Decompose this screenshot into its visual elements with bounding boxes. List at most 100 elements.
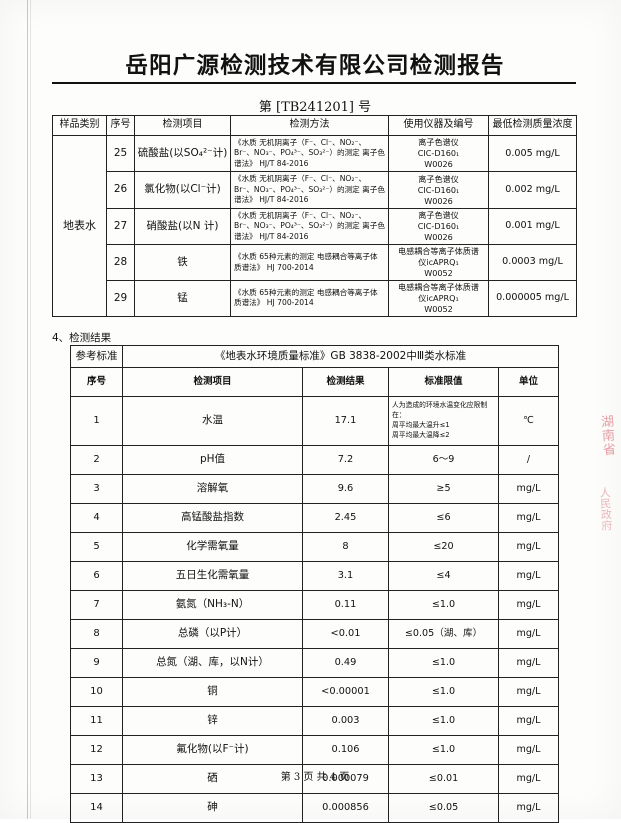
cell-no: 1: [70, 396, 123, 446]
cell-method: 《水质 无机阴离子（F⁻、Cl⁻、NO₂⁻、Br⁻、NO₃⁻、PO₄³⁻、SO₃…: [230, 207, 389, 246]
cell-unit: ℃: [497, 396, 560, 446]
cell-limit: 0.000005 mg/L: [488, 279, 577, 317]
cell-no: 6: [70, 561, 123, 591]
column-header-sample-type: 样品类别: [52, 115, 107, 136]
title-divider: [52, 82, 576, 84]
page-binding-edge: [27, 0, 28, 819]
cell-result: 0.106: [302, 735, 389, 765]
cell-no: 7: [70, 590, 123, 620]
table-row: 13 硒 0.000079 ≤0.01 mg/L: [70, 764, 560, 794]
cell-item: 氨氮（NH₃-N）: [122, 590, 303, 620]
cell-no: 14: [70, 793, 123, 823]
cell-item: 五日生化需氧量: [122, 561, 303, 591]
column-header-item: 检测项目: [134, 115, 231, 136]
page-binding-edge-secondary: [30, 0, 31, 819]
cell-reference-standard-value: 《地表水环境质量标准》GB 3838-2002中Ⅲ类水标准: [121, 345, 560, 368]
section-label-results: 4、检测结果: [52, 332, 112, 344]
cell-result: 17.1: [302, 396, 389, 446]
cell-standard-limit: ≤0.05: [388, 793, 499, 823]
cell-unit: mg/L: [497, 764, 560, 794]
cell-limit: 0.005 mg/L: [488, 134, 577, 173]
table-row: 29 锰 《水质 65种元素的测定 电感耦合等离子体质谱法》 HJ 700-20…: [53, 279, 577, 317]
cell-item: pH值: [122, 445, 303, 475]
cell-no: 2: [70, 445, 123, 475]
cell-standard-limit: ≤0.05（湖、库）: [388, 619, 499, 649]
cell-no: 11: [70, 706, 123, 736]
cell-unit: mg/L: [497, 735, 560, 765]
table-row: 6 五日生化需氧量 3.1 ≤4 mg/L: [70, 561, 560, 591]
cell-method: 《水质 65种元素的测定 电感耦合等离子体质谱法》 HJ 700-2014: [230, 279, 389, 317]
cell-item: 砷: [122, 793, 303, 823]
cell-limit: 0.0003 mg/L: [488, 244, 577, 281]
cell-method: 《水质 无机阴离子（F⁻、Cl⁻、NO₂⁻、Br⁻、NO₃⁻、PO₄³⁻、SO₃…: [230, 171, 389, 209]
cell-standard-limit: ≥5: [388, 474, 499, 504]
cell-unit: mg/L: [497, 503, 560, 533]
table-row: 5 化学需氧量 8 ≤20 mg/L: [70, 532, 560, 562]
table-row: 9 总氮（湖、库，以N计） 0.49 ≤1.0 mg/L: [70, 648, 560, 678]
table-row: 4 高锰酸盐指数 2.45 ≤6 mg/L: [70, 503, 560, 533]
cell-item: 高锰酸盐指数: [122, 503, 303, 533]
cell-item: 总氮（湖、库，以N计）: [122, 648, 303, 678]
table-row: 地表水 25 硫酸盐(以SO₄²⁻计) 《水质 无机阴离子（F⁻、Cl⁻、NO₂…: [52, 134, 577, 317]
cell-unit: mg/L: [497, 474, 560, 504]
cell-instrument: 电感耦合等离子体质谱 仪icAPRQ₁ W0052: [388, 279, 489, 317]
cell-item: 溶解氧: [122, 474, 303, 504]
cell-standard-limit: ≤1.0: [388, 648, 499, 678]
cell-limit: 0.001 mg/L: [488, 207, 577, 246]
cell-unit: mg/L: [497, 706, 560, 736]
cell-item: 水温: [122, 396, 303, 446]
table-row: 11 锌 0.003 ≤1.0 mg/L: [70, 706, 560, 736]
cell-result: 3.1: [302, 561, 389, 591]
table-header-row: 序号 检测项目 检测结果 标准限值 单位: [70, 367, 560, 397]
table-row: 3 溶解氧 9.6 ≥5 mg/L: [70, 474, 560, 504]
report-number: 第 [TB241201] 号: [258, 100, 372, 115]
column-header-result: 检测结果: [302, 367, 389, 397]
column-header-method: 检测方法: [230, 115, 389, 136]
cell-no: 10: [70, 677, 123, 707]
cell-no: 5: [70, 532, 123, 562]
table-header-row: 样品类别 序号 检测项目 检测方法 使用仪器及编号 最低检测质量浓度: [52, 115, 577, 136]
cell-no: 12: [70, 735, 123, 765]
cell-no: 29: [106, 279, 135, 317]
table-row: 2 pH值 7.2 6～9 /: [70, 445, 560, 475]
cell-result: 0.000856: [302, 793, 389, 823]
column-header-unit: 单位: [497, 367, 560, 397]
cell-standard-limit: 人为造成的环境水温变化应限制在： 周平均最大温升≤1 周平均最大温降≤2: [388, 396, 499, 446]
table-row: 12 氟化物(以F⁻计) 0.106 ≤1.0 mg/L: [70, 735, 560, 765]
table-row: 26 氯化物(以Cl⁻计) 《水质 无机阴离子（F⁻、Cl⁻、NO₂⁻、Br⁻、…: [53, 171, 577, 209]
results-table: 参考标准 《地表水环境质量标准》GB 3838-2002中Ⅲ类水标准 序号 检测…: [70, 345, 560, 823]
reference-standard-row: 参考标准 《地表水环境质量标准》GB 3838-2002中Ⅲ类水标准: [70, 345, 560, 368]
cell-standard-limit: ≤20: [388, 532, 499, 562]
cell-item: 硫酸盐(以SO₄²⁻计): [134, 134, 231, 173]
cell-method: 《水质 65种元素的测定 电感耦合等离子体质谱法》 HJ 700-2014: [230, 244, 389, 281]
cell-result: <0.01: [302, 619, 389, 649]
column-header-limit: 最低检测质量浓度: [488, 115, 577, 136]
column-header-no: 序号: [70, 367, 123, 397]
cell-no: 27: [106, 207, 135, 246]
cell-result: 0.11: [302, 590, 389, 620]
cell-unit: mg/L: [497, 677, 560, 707]
cell-no: 26: [106, 171, 135, 209]
cell-instrument: 离子色谱仪 CIC-D160₁ W0026: [388, 207, 489, 246]
instrument-table: 样品类别 序号 检测项目 检测方法 使用仪器及编号 最低检测质量浓度 地表水 2…: [52, 115, 577, 317]
cell-unit: mg/L: [497, 590, 560, 620]
page-footer: 第 3 页 共 4 页: [280, 772, 350, 783]
cell-unit: mg/L: [497, 648, 560, 678]
cell-item: 铁: [134, 244, 231, 281]
cell-item: 氟化物(以F⁻计): [122, 735, 303, 765]
cell-standard-limit: ≤4: [388, 561, 499, 591]
cell-standard-limit: ≤1.0: [388, 735, 499, 765]
cell-unit: /: [497, 445, 560, 475]
table-row: 10 铜 <0.00001 ≤1.0 mg/L: [70, 677, 560, 707]
table-row: 27 硝酸盐(以N 计) 《水质 无机阴离子（F⁻、Cl⁻、NO₂⁻、Br⁻、N…: [53, 207, 577, 246]
column-header-standard-limit: 标准限值: [388, 367, 499, 397]
cell-result: 7.2: [302, 445, 389, 475]
cell-no: 4: [70, 503, 123, 533]
cell-item: 锰: [134, 279, 231, 317]
cell-no: 28: [106, 244, 135, 281]
cell-instrument: 离子色谱仪 CIC-D160₁ W0026: [388, 134, 489, 173]
table-row: 7 氨氮（NH₃-N） 0.11 ≤1.0 mg/L: [70, 590, 560, 620]
cell-no: 13: [70, 764, 123, 794]
cell-no: 25: [106, 134, 135, 173]
